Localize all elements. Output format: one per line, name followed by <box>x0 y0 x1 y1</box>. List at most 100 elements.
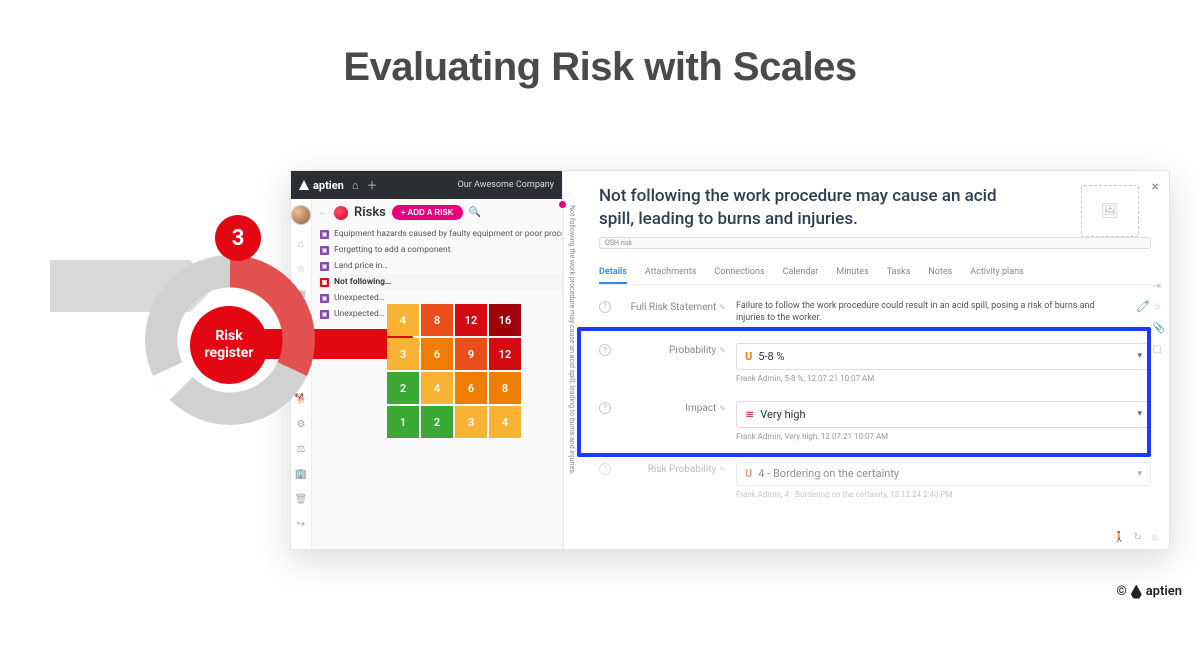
row-statement: ? Full Risk Statement✎ Failure to follow… <box>599 295 1151 330</box>
heatmap-cell[interactable]: 3 <box>387 338 419 370</box>
heatmap-cell[interactable]: 4 <box>421 372 453 404</box>
help-icon[interactable]: ? <box>599 301 611 313</box>
nav-trash-icon[interactable]: 🗑 <box>295 493 307 505</box>
brand-text: aptien <box>313 179 344 192</box>
brand: aptien <box>299 179 344 192</box>
tab-tasks[interactable]: Tasks <box>887 267 911 284</box>
brand-logo-icon <box>299 180 309 190</box>
aptien-logo-icon <box>1131 585 1142 599</box>
risk-probability-label: Risk Probability✎ <box>621 462 726 475</box>
tab-details[interactable]: Details <box>599 267 627 284</box>
probability-select[interactable]: U 5-8 % ▾ <box>736 343 1151 370</box>
list-item[interactable]: ▣Land price in… <box>318 258 562 274</box>
heatmap-cell[interactable]: 3 <box>455 406 487 438</box>
statement-value: Failure to follow the work procedure cou… <box>736 300 1125 325</box>
heatmap-cell[interactable]: 9 <box>455 338 487 370</box>
risk-probability-meta: Frank Admin, 4 - Bordering on the certai… <box>736 489 1151 500</box>
heatmap-cell[interactable]: 2 <box>421 406 453 438</box>
tab-attachments[interactable]: Attachments <box>645 267 696 284</box>
badge-center-label: Risk register <box>190 306 268 384</box>
corner-dot-icon <box>559 201 566 208</box>
side-actions: ⇥ ☆ 📎 ▢ <box>1153 281 1165 355</box>
walk-icon[interactable]: 🚶 <box>1113 532 1125 543</box>
left-panel: aptien ⌂ ＋ Our Awesome Company ⌂ ☆ ▦ ▤ ▭… <box>291 171 563 549</box>
risks-icon <box>334 206 348 220</box>
heatmap-cell[interactable]: 8 <box>489 372 521 404</box>
sun-icon[interactable]: ☼ <box>1150 532 1159 543</box>
statement-label: Full Risk Statement✎ <box>621 300 726 313</box>
impact-select[interactable]: ≋ Very high ▾ <box>736 401 1151 428</box>
slide-title: Evaluating Risk with Scales <box>0 45 1200 90</box>
row-impact: ? Impact✎ ≋ Very high ▾ Frank Admin, Ver… <box>599 396 1151 448</box>
refresh-icon[interactable]: ↻ <box>1133 532 1141 543</box>
list-item[interactable]: ▣Forgetting to add a component <box>318 242 562 258</box>
row-probability: ? Probability✎ U 5-8 % ▾ Frank Admin, 5-… <box>599 338 1151 390</box>
help-icon[interactable]: ? <box>599 463 611 475</box>
divider-title-vertical: Not following the work procedure may cau… <box>563 199 577 549</box>
copyright: © aptien <box>1116 584 1182 599</box>
heatmap-cell[interactable]: 6 <box>455 372 487 404</box>
heatmap-cell[interactable]: 8 <box>421 304 453 336</box>
topbar: aptien ⌂ ＋ Our Awesome Company <box>291 171 562 199</box>
add-risk-button[interactable]: + ADD A RISK <box>392 205 463 220</box>
risk-heatmap: 4812163691224681234 <box>387 304 521 438</box>
tab-connections[interactable]: Connections <box>714 267 764 284</box>
badge-number: 3 <box>215 215 261 261</box>
home-icon[interactable]: ⌂ <box>352 179 359 192</box>
help-icon[interactable]: ? <box>599 344 611 356</box>
level-icon: U <box>745 466 752 481</box>
chevron-down-icon: ▾ <box>1137 408 1142 421</box>
side-expand-icon[interactable]: ⇥ <box>1153 281 1165 292</box>
edit-icon[interactable]: ✎ <box>719 465 726 474</box>
probability-meta: Frank Admin, 5-8 %, 12.07.21 10:07 AM <box>736 373 1151 384</box>
risk-probability-select[interactable]: U 4 - Bordering on the certainty ▾ <box>736 462 1151 485</box>
row-risk-probability: ? Risk Probability✎ U 4 - Bordering on t… <box>599 457 1151 505</box>
detail-title: Not following the work procedure may cau… <box>599 185 1029 231</box>
edit-icon[interactable]: ✎ <box>719 346 726 355</box>
tab-minutes[interactable]: Minutes <box>836 267 868 284</box>
nav-exit-icon[interactable]: ↪ <box>295 518 307 530</box>
chevron-down-icon: ▾ <box>1137 350 1142 363</box>
attachment-icon[interactable]: 🧷 <box>1135 300 1151 313</box>
company-label: Our Awesome Company <box>458 180 554 190</box>
tabs: Details Attachments Connections Calendar… <box>599 267 1151 285</box>
tab-calendar[interactable]: Calendar <box>783 267 819 284</box>
impact-label: Impact✎ <box>621 401 726 414</box>
heatmap-cell[interactable]: 16 <box>489 304 521 336</box>
risks-title: Risks <box>354 205 386 220</box>
heatmap-cell[interactable]: 12 <box>489 338 521 370</box>
probability-value: 5-8 % <box>758 349 784 364</box>
risks-panel: ← Risks + ADD A RISK 🔍 ▣Equipment hazard… <box>312 199 562 549</box>
probability-label: Probability✎ <box>621 343 726 356</box>
image-placeholder[interactable]: 🖼 <box>1081 185 1139 237</box>
edit-icon[interactable]: ✎ <box>719 303 726 312</box>
heatmap-cell[interactable]: 1 <box>387 406 419 438</box>
edit-icon[interactable]: ✎ <box>719 404 726 413</box>
heatmap-cell[interactable]: 6 <box>421 338 453 370</box>
close-icon[interactable]: × <box>1152 179 1159 195</box>
list-item[interactable]: ▣Not following… <box>318 274 562 290</box>
side-clip-icon[interactable]: 📎 <box>1153 323 1165 334</box>
app-window: aptien ⌂ ＋ Our Awesome Company ⌂ ☆ ▦ ▤ ▭… <box>290 170 1170 550</box>
heatmap-cell[interactable]: 12 <box>455 304 487 336</box>
tab-notes[interactable]: Notes <box>928 267 952 284</box>
side-star-icon[interactable]: ☆ <box>1153 302 1165 313</box>
side-minimize-icon[interactable]: ▢ <box>1153 344 1165 355</box>
chevron-down-icon: ▾ <box>1137 468 1142 481</box>
wifi-icon: ≋ <box>745 407 754 422</box>
heatmap-cell[interactable]: 2 <box>387 372 419 404</box>
impact-value: Very high <box>760 407 805 422</box>
detail-panel: × Not following the work procedure may c… <box>577 171 1169 549</box>
tab-activity-plans[interactable]: Activity plans <box>970 267 1023 284</box>
list-item[interactable]: ▣Equipment hazards caused by faulty equi… <box>318 226 562 242</box>
footer-actions: 🚶 ↻ ☼ <box>1113 532 1159 543</box>
add-icon[interactable]: ＋ <box>366 177 377 193</box>
search-icon[interactable]: 🔍 <box>469 207 481 218</box>
category-chip: OSH risk <box>599 237 1151 249</box>
help-icon[interactable]: ? <box>599 402 611 414</box>
heatmap-cell[interactable]: 4 <box>489 406 521 438</box>
heatmap-cell[interactable]: 4 <box>387 304 419 336</box>
risk-register-badge: 3 Risk register <box>90 210 320 470</box>
impact-meta: Frank Admin, Very high, 12.07.21 10:07 A… <box>736 431 1151 442</box>
risk-probability-value: 4 - Bordering on the certainty <box>758 466 899 481</box>
